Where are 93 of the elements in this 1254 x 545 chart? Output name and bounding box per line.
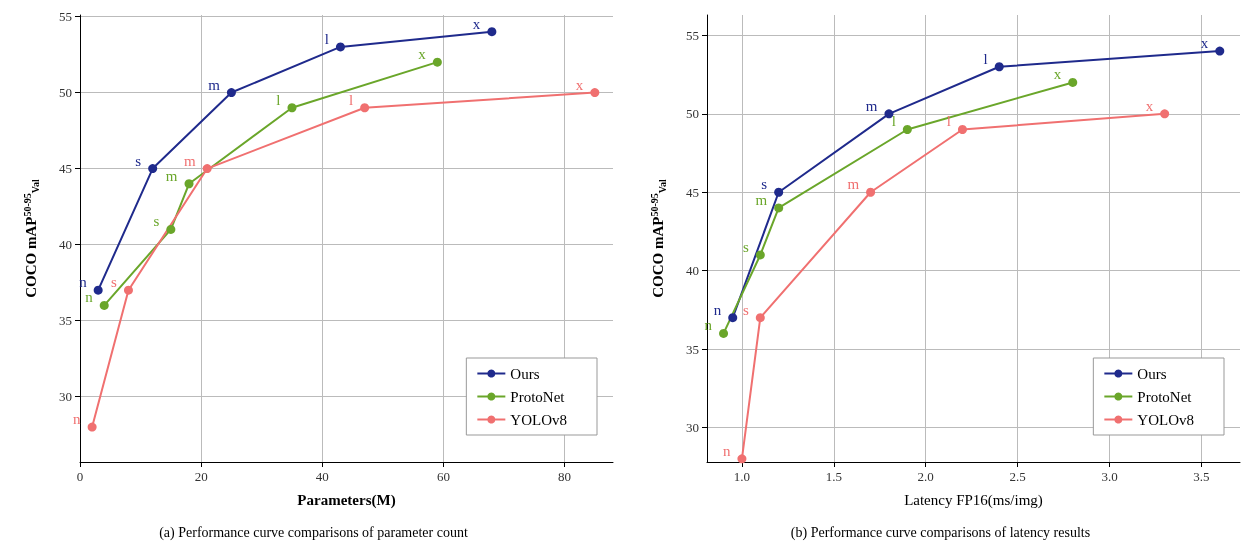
data-label: s (135, 152, 142, 169)
text: (b) Performance curve comparisons of latency results (790, 524, 1091, 541)
data-label: s (742, 301, 749, 318)
data-label: x (1053, 66, 1062, 83)
point (774, 203, 784, 213)
y-tick-label: 35 (686, 341, 699, 357)
point (1215, 46, 1225, 56)
data-label: x (1200, 35, 1209, 52)
point (1160, 109, 1170, 119)
point (432, 57, 442, 67)
y-tick-label: 55 (59, 9, 72, 25)
point (1068, 77, 1078, 87)
point (166, 224, 176, 234)
x-tick-label: 2.5 (1009, 469, 1026, 484)
point (866, 187, 876, 197)
point (226, 88, 236, 98)
data-label: x (418, 46, 427, 63)
point (148, 164, 158, 174)
data-label: l (349, 91, 354, 108)
point (184, 179, 194, 189)
data-label: m (165, 167, 178, 184)
point (202, 164, 212, 174)
y-axis-title: COCO mAP50-95Val (648, 178, 668, 298)
legend-label: YOLOv8 (1137, 411, 1195, 428)
legend-label: ProtoNet (510, 388, 566, 405)
point (902, 125, 912, 134)
point (335, 42, 345, 52)
point (123, 285, 133, 295)
data-label: x (575, 76, 584, 93)
data-label: n (85, 289, 94, 306)
point (957, 125, 967, 134)
point (287, 103, 297, 113)
data-label: x (472, 15, 481, 32)
x-tick-label: 20 (194, 469, 208, 484)
data-label: m (865, 97, 878, 114)
x-tick-label: 1.5 (825, 469, 842, 484)
point (755, 313, 765, 323)
point (994, 62, 1004, 72)
data-label: m (755, 191, 768, 208)
legend-label: YOLOv8 (510, 411, 568, 428)
point (755, 250, 765, 260)
y-tick-label: 40 (59, 237, 72, 253)
data-label: n (713, 301, 722, 318)
point (774, 187, 784, 197)
x-axis-title: Parameters(M) (297, 491, 396, 509)
point (728, 313, 738, 323)
data-label: n (722, 442, 731, 459)
data-label: l (891, 113, 896, 130)
y-tick-label: 50 (59, 85, 72, 101)
data-label: n (73, 411, 82, 428)
point (360, 103, 370, 113)
data-label: l (946, 113, 951, 130)
y-tick-label: 30 (59, 389, 72, 405)
y-tick-label: 35 (59, 313, 72, 329)
x-tick-label: 3.5 (1193, 469, 1210, 484)
x-tick-label: 80 (558, 469, 572, 484)
x-tick-label: 1.0 (733, 469, 751, 484)
point (719, 328, 729, 338)
x-tick-label: 0 (76, 469, 84, 484)
y-axis-title: COCO mAP50-95Val (21, 178, 41, 298)
point (87, 422, 97, 432)
point (590, 88, 600, 98)
data-label: l (276, 91, 281, 108)
data-label: s (761, 176, 768, 193)
y-tick-label: 45 (686, 184, 699, 200)
y-tick-label: 40 (686, 263, 699, 279)
data-label: s (111, 274, 118, 291)
legend-label: Ours (1137, 365, 1167, 382)
point (884, 109, 894, 119)
point (99, 300, 109, 310)
point (487, 27, 497, 37)
x-tick-label: 2.0 (917, 469, 934, 484)
legend-label: ProtoNet (1137, 388, 1193, 405)
y-tick-label: 45 (59, 161, 72, 177)
data-label: m (208, 76, 221, 93)
y-tick-label: 55 (686, 27, 699, 43)
data-label: l (983, 50, 988, 67)
text: (a) Performance curve comparisons of parameter count (159, 524, 468, 541)
x-tick-label: 3.0 (1101, 469, 1118, 484)
legend-label: Ours (510, 365, 540, 382)
x-axis-title: Latency FP16(ms/img) (904, 491, 1043, 509)
point (93, 285, 103, 295)
data-label: x (1145, 97, 1154, 114)
x-tick-label: 60 (436, 469, 450, 484)
y-tick-label: 50 (686, 106, 699, 122)
y-tick-label: 30 (686, 419, 699, 435)
x-tick-label: 40 (315, 469, 329, 484)
data-label: m (847, 176, 860, 193)
point (737, 454, 747, 464)
data-label: l (324, 30, 329, 47)
data-label: s (153, 213, 160, 230)
data-label: m (184, 152, 197, 169)
data-label: s (742, 238, 749, 255)
